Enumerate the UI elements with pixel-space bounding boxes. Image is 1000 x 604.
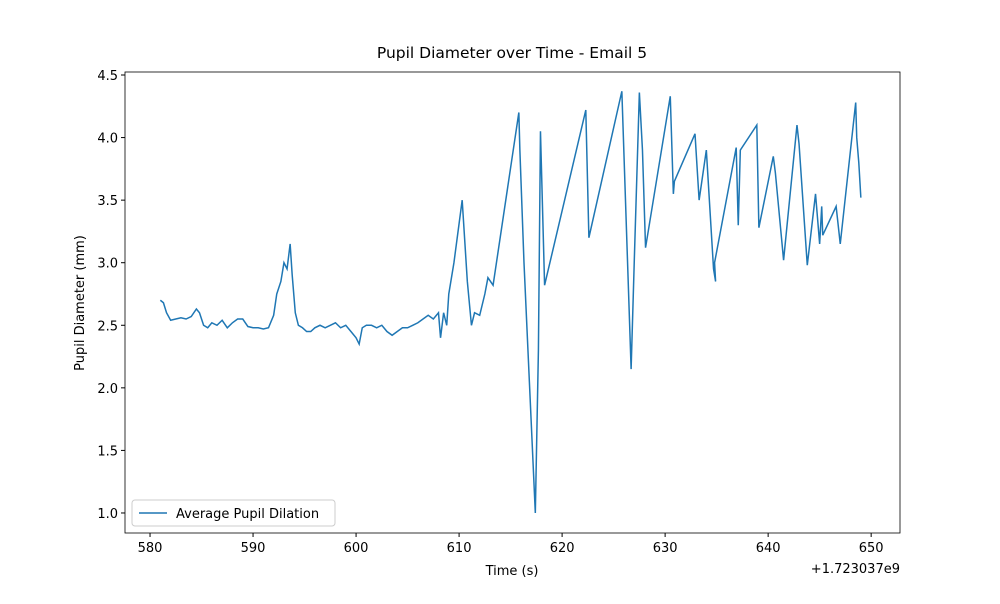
y-tick-label: 3.5 [97,194,118,209]
y-tick-label: 4.0 [97,132,118,147]
x-axis-label: Time (s) [485,564,539,579]
x-tick-label: 600 [344,541,369,556]
x-tick-label: 610 [447,541,472,556]
x-offset-label: +1.723037e9 [811,562,900,577]
y-tick-label: 3.0 [97,257,118,272]
data-line [159,91,862,514]
y-axis-label: Pupil Diameter (mm) [73,235,88,371]
y-tick-label: 1.0 [97,507,118,522]
x-tick-label: 590 [241,541,266,556]
legend-box [131,499,336,527]
x-tick-label: 580 [138,541,163,556]
y-tick-label: 1.5 [97,444,118,459]
x-tick-label: 640 [756,541,781,556]
y-tick-label: 2.5 [97,319,118,334]
x-tick-label: 650 [859,541,884,556]
legend-label: Average Pupil Dilation [176,507,319,522]
chart-title: Pupil Diameter over Time - Email 5 [377,44,647,62]
x-tick-label: 630 [653,541,678,556]
axes-frame [124,71,901,534]
x-tick-label: 620 [550,541,575,556]
y-tick-label: 2.0 [97,382,118,397]
y-tick-label: 4.5 [97,69,118,84]
